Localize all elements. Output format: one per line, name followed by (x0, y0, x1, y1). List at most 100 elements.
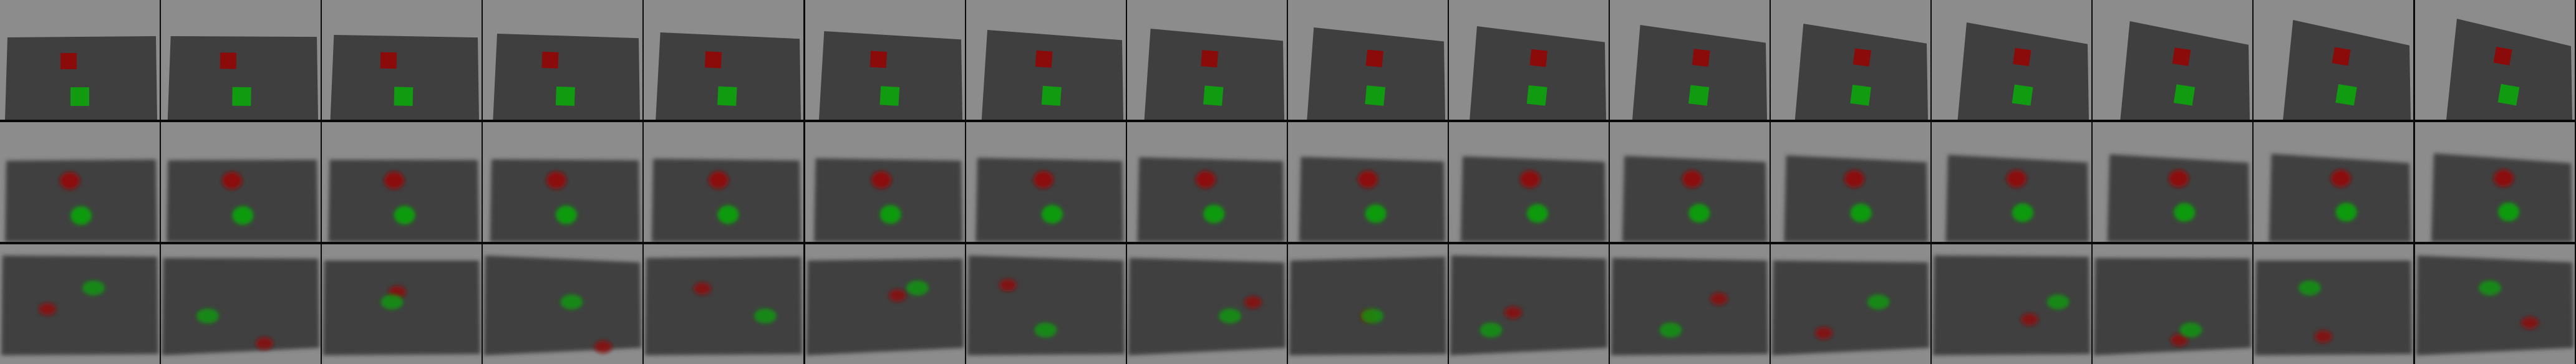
red-blob (2171, 333, 2188, 347)
frame-image (1449, 122, 1609, 242)
table-surface (806, 259, 964, 355)
frame-image (2093, 244, 2252, 364)
frame-thumbnail (805, 0, 965, 120)
table-surface (1470, 26, 1606, 120)
green-cube (1365, 85, 1386, 106)
green-blob (232, 206, 254, 225)
frame-image (2254, 122, 2413, 242)
frame-thumbnail (0, 0, 160, 120)
frame-image (1610, 244, 1770, 364)
frame-thumbnail (805, 122, 965, 242)
green-blob (2335, 203, 2357, 222)
frame-thumbnail (483, 244, 642, 364)
green-blob (754, 309, 777, 323)
frame-thumbnail (1610, 0, 1770, 120)
green-blob (1365, 204, 1387, 223)
red-blob (694, 282, 711, 295)
red-blob (999, 279, 1017, 292)
frame-thumbnail (644, 0, 803, 120)
red-blob (871, 171, 891, 189)
frame-thumbnail (483, 0, 642, 120)
green-cube (1850, 85, 1871, 106)
green-blob (879, 205, 901, 224)
frame-image (1288, 122, 1448, 242)
frame-thumbnail (483, 122, 642, 242)
table-surface (1945, 155, 2089, 242)
green-cube (555, 86, 575, 106)
table-surface (167, 160, 318, 242)
table-surface (651, 158, 801, 242)
frame-image (483, 122, 642, 242)
frame-thumbnail (2415, 0, 2575, 120)
table-surface (330, 35, 479, 120)
green-blob (2498, 203, 2519, 221)
frame-thumbnail (966, 122, 1126, 242)
frame-thumbnail (161, 122, 321, 242)
green-blob (2046, 294, 2070, 310)
green-blob (1850, 203, 1872, 223)
frame-image (0, 0, 160, 120)
red-cube (1201, 50, 1219, 68)
table-surface (656, 32, 801, 120)
frame-thumbnail (1932, 0, 2091, 120)
frame-image (1932, 244, 2091, 364)
green-blob (2174, 203, 2196, 222)
table-surface (167, 36, 318, 120)
frame-thumbnail (0, 122, 160, 242)
frame-image (2093, 122, 2252, 242)
frame-image (161, 122, 321, 242)
table-surface (1772, 261, 1929, 355)
red-cube (869, 50, 888, 69)
frame-thumbnail (1771, 122, 1930, 242)
green-blob (1034, 322, 1057, 338)
red-blob (39, 303, 56, 315)
table-surface (2269, 153, 2411, 242)
frame-thumbnail (1288, 122, 1448, 242)
frame-thumbnail (1771, 244, 1930, 364)
green-blob (2298, 280, 2321, 295)
table-surface (1, 256, 158, 355)
frame-image (966, 244, 1126, 364)
green-blob (1527, 204, 1548, 223)
table-surface (1632, 25, 1767, 120)
red-cube (1692, 49, 1710, 67)
frame-image (2415, 122, 2575, 242)
red-blob (2494, 170, 2514, 187)
green-blob (1203, 204, 1225, 224)
frame-image (322, 122, 482, 242)
frame-thumbnail (1449, 244, 1609, 364)
frame-thumbnail (1449, 0, 1609, 120)
green-blob (717, 205, 739, 224)
red-cube (1035, 50, 1053, 68)
table-surface (976, 158, 1123, 242)
frame-image (2093, 0, 2252, 120)
frame-image (966, 0, 1126, 120)
table-surface (328, 160, 479, 242)
green-blob (2012, 203, 2033, 223)
red-blob (2521, 317, 2539, 329)
frame-thumbnail (2415, 244, 2575, 364)
table-surface (1794, 24, 1928, 120)
green-blob (394, 206, 415, 225)
frame-image (1127, 122, 1287, 242)
frame-image (805, 0, 965, 120)
frame-image (1127, 244, 1287, 364)
frame-image (322, 0, 482, 120)
table-surface (2107, 154, 2250, 242)
red-cube (2493, 46, 2512, 66)
table-surface (2255, 261, 2412, 355)
table-surface (1611, 258, 1768, 355)
frame-image (805, 244, 965, 364)
green-cube (717, 86, 737, 106)
frame-image (1771, 244, 1930, 364)
frame-thumbnail (966, 0, 1126, 120)
frame-thumbnail (644, 122, 803, 242)
table-surface (162, 258, 319, 355)
table-surface (1299, 156, 1445, 242)
green-cube (1203, 85, 1224, 106)
frame-thumbnail (805, 244, 965, 364)
red-blob (1358, 170, 1378, 188)
red-blob (594, 340, 612, 353)
red-blob (2007, 170, 2026, 188)
